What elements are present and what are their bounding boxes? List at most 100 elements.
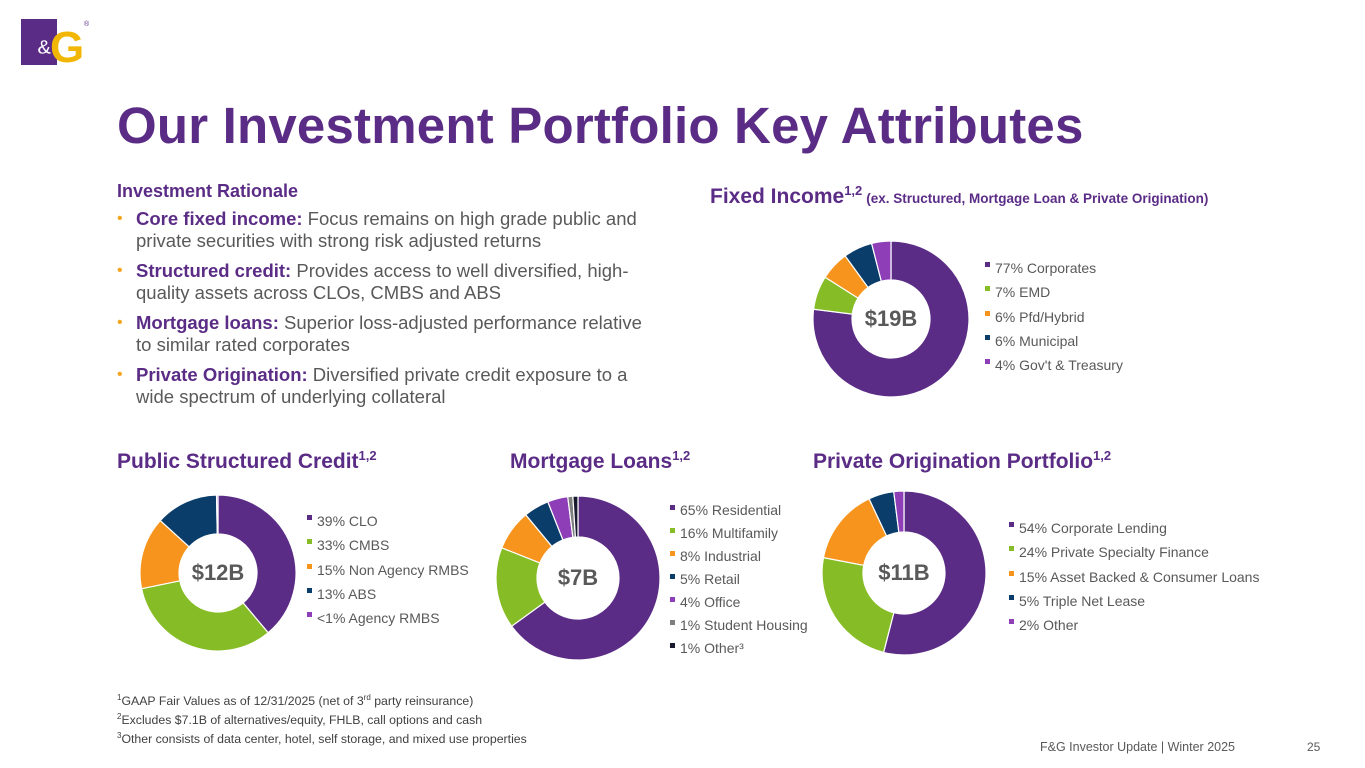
legend-label: 4% Gov't & Treasury xyxy=(995,357,1123,374)
structured-credit-donut: $12B xyxy=(139,494,297,652)
structured-credit-heading: Public Structured Credit1,2 xyxy=(117,448,377,474)
slice-1-other xyxy=(572,495,579,538)
legend-swatch xyxy=(1009,546,1014,552)
legend-swatch xyxy=(670,643,675,648)
legend-item-24-private-specialty-finance: 24% Private Specialty Finance xyxy=(1009,540,1259,564)
rationale-item-text: Superior loss-adjusted performance relat… xyxy=(136,312,642,355)
legend-item-6-municipal: 6% Municipal xyxy=(985,329,1123,353)
mortgage-loans-donut: $7B xyxy=(495,495,661,661)
legend-swatch xyxy=(670,551,675,556)
svg-text:®: ® xyxy=(84,20,90,28)
legend-label: 8% Industrial xyxy=(680,548,761,564)
legend-label: 5% Triple Net Lease xyxy=(1019,592,1146,609)
footnote-text: Other consists of data center, hotel, se… xyxy=(121,732,527,747)
bullet-icon: • xyxy=(117,262,123,279)
legend-label: 1% Student Housing xyxy=(680,617,808,633)
legend-label: 54% Corporate Lending xyxy=(1019,520,1167,536)
private-origination-heading: Private Origination Portfolio1,2 xyxy=(813,448,1111,474)
footnote: 2Excludes $7.1B of alternatives/equity, … xyxy=(117,709,527,728)
footnote-text: Excludes $7.1B of alternatives/equity, F… xyxy=(121,713,483,728)
rationale-item-label: Private Origination: xyxy=(136,364,308,385)
legend-swatch xyxy=(1009,619,1014,625)
fixed-income-sup: 1,2 xyxy=(844,183,863,198)
legend-item-2-other: 2% Other xyxy=(1009,613,1259,637)
legend-item-1-student-housing: 1% Student Housing xyxy=(670,614,808,637)
legend-swatch xyxy=(1009,594,1014,600)
legend-swatch xyxy=(985,286,990,292)
legend-swatch xyxy=(985,310,990,316)
footnote-marker: 2 xyxy=(117,712,122,722)
legend-label: 39% CLO xyxy=(317,513,378,529)
footnote-text: party reinsurance) xyxy=(370,694,474,709)
legend-item-65-residential: 65% Residential xyxy=(670,499,808,522)
legend-item-1-agency-rmbs: <1% Agency RMBS xyxy=(307,606,469,630)
legend-item-5-retail: 5% Retail xyxy=(670,568,808,591)
rationale-item: • Mortgage loans: Superior loss-adjusted … xyxy=(117,312,657,355)
slice-77-corporates xyxy=(812,240,970,398)
legend-label: 33% CMBS xyxy=(317,537,390,554)
fg-logo-mark: F G & ® xyxy=(21,18,90,68)
bullet-icon: • xyxy=(117,314,123,331)
legend-label: 24% Private Specialty Finance xyxy=(1019,544,1209,561)
rationale-item-label: Mortgage loans: xyxy=(136,312,279,333)
legend-item-77-corporates: 77% Corporates xyxy=(985,256,1123,280)
slice-1-agency-rmbs xyxy=(215,494,219,535)
legend-swatch xyxy=(985,262,990,267)
slice-33-cmbs xyxy=(140,580,270,652)
legend-item-16-multifamily: 16% Multifamily xyxy=(670,522,808,545)
legend-label: 4% Office xyxy=(680,594,741,610)
legend-label: 2% Other xyxy=(1019,617,1079,634)
legend-label: 7% EMD xyxy=(995,284,1051,301)
bullet-icon: • xyxy=(117,366,123,383)
slice-54-corporate-lending xyxy=(882,490,987,656)
page-number: 25 xyxy=(1307,740,1321,754)
legend-swatch xyxy=(670,574,675,579)
legend-label: <1% Agency RMBS xyxy=(317,610,440,627)
legend-swatch xyxy=(985,334,990,340)
rationale-item-text: Focus remains on high grade public and p… xyxy=(136,208,637,251)
slice-4-gov-t-treasury xyxy=(870,240,892,282)
structured-credit-donut-svg xyxy=(139,494,297,652)
footnote-marker: 3 xyxy=(117,731,122,741)
rationale-heading: Investment Rationale xyxy=(117,181,299,201)
footnote-text: GAAP Fair Values as of 12/31/2025 (net o… xyxy=(121,694,364,709)
private-origination-sup: 1,2 xyxy=(1093,448,1112,463)
footnote-marker: 1 xyxy=(117,693,122,702)
legend-swatch xyxy=(670,505,675,510)
structured-credit-sup: 1,2 xyxy=(358,448,377,463)
legend-label: 65% Residential xyxy=(680,502,782,518)
mortgage-loans-heading: Mortgage Loans1,2 xyxy=(510,448,690,474)
legend-item-13-abs: 13% ABS xyxy=(307,582,469,606)
slice-2-other xyxy=(893,490,905,533)
legend-label: 16% Multifamily xyxy=(680,525,779,541)
rationale-item-text: Diversified private credit exposure to a… xyxy=(136,364,628,407)
bullet-icon: • xyxy=(117,210,123,227)
legend-label: 15% Non Agency RMBS xyxy=(317,561,469,578)
svg-text:G: G xyxy=(50,23,84,68)
slice-65-residential xyxy=(510,495,661,661)
legend-swatch xyxy=(307,539,312,545)
footnote: 3Other consists of data center, hotel, s… xyxy=(117,728,527,747)
legend-item-7-emd: 7% EMD xyxy=(985,280,1123,304)
fixed-income-title: Fixed Income xyxy=(710,185,845,208)
legend-swatch xyxy=(670,620,675,625)
footer-text: F&G Investor Update | Winter 2025 xyxy=(1040,740,1236,754)
legend-label: 77% Corporates xyxy=(995,260,1097,276)
fixed-income-legend: 77% Corporates 7% EMD 6% Pfd/Hybrid 6% Muni… xyxy=(985,256,1123,377)
legend-swatch xyxy=(1009,570,1014,576)
legend-swatch xyxy=(307,515,312,520)
fixed-income-subtitle: (ex. Structured, Mortgage Loan & Private… xyxy=(866,191,1209,206)
legend-label: 1% Other³ xyxy=(680,640,744,656)
svg-text:&: & xyxy=(37,37,51,59)
mortgage-loans-title: Mortgage Loans xyxy=(510,450,673,473)
footnote-ordinal: rd xyxy=(363,693,371,702)
structured-credit-total: $12B xyxy=(191,560,245,585)
legend-item-1-other: 1% Other³ xyxy=(670,637,808,660)
mortgage-loans-total: $7B xyxy=(557,565,599,590)
private-origination-donut: $11B xyxy=(821,490,987,656)
private-origination-legend: 54% Corporate Lending 24% Private Special… xyxy=(1009,516,1259,637)
legend-item-15-non-agency-rmbs: 15% Non Agency RMBS xyxy=(307,558,469,582)
legend-label: 13% ABS xyxy=(317,585,377,602)
rationale-item-text: Provides access to well diversified, hig… xyxy=(136,260,629,303)
rationale-item-label: Core fixed income: xyxy=(136,208,303,229)
